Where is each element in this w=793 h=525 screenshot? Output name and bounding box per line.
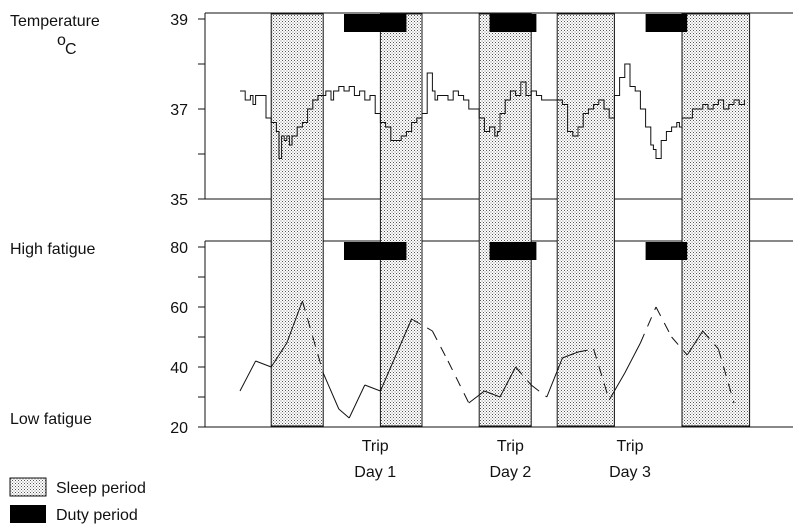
fatigue-segment: [484, 390, 501, 398]
fatigue-segment: [348, 384, 366, 419]
trip-day-label-1: Day 1: [354, 464, 396, 481]
trip-label-3: Trip: [617, 438, 644, 455]
fatigue-segment: [515, 366, 532, 386]
fatigue-segment: [593, 348, 610, 401]
sleep-periods: [270, 13, 751, 427]
trip-day-label-2: Day 2: [490, 464, 532, 481]
duty-period-bar-fatigue-1: [344, 242, 407, 260]
fatigue-panel: 20 40 60 80 High fatigue Low fatigue: [10, 240, 793, 437]
fatigue-segment: [468, 390, 485, 404]
sleep-period-bar-2: [379, 13, 423, 427]
low-fatigue-label: Low fatigue: [10, 411, 92, 428]
temp-axis-label: Temperature: [10, 13, 100, 30]
fatigue-segment: [562, 351, 579, 359]
fatigue-segment: [239, 360, 257, 392]
temp-tick-label: 35: [170, 192, 188, 209]
fatigue-series: [239, 300, 735, 419]
trip-day-labels: Trip Day 1 Trip Day 2 Trip Day 3: [354, 438, 651, 481]
sleep-period-bar-3: [478, 13, 532, 427]
duty-periods: [344, 14, 688, 260]
fatigue-segment: [270, 342, 288, 368]
sleep-period-bar-1: [270, 13, 324, 427]
trip-label-1: Trip: [362, 438, 389, 455]
fatigue-segment: [411, 318, 433, 332]
temp-tick-label: 39: [170, 12, 188, 29]
trip-label-2: Trip: [497, 438, 524, 455]
fatigue-tick-label: 80: [170, 240, 188, 257]
legend: Sleep period Duty period: [9, 477, 146, 524]
legend-duty-swatch: [10, 505, 46, 523]
fatigue-segment: [395, 318, 413, 356]
duty-period-bar-temp-3: [645, 14, 688, 32]
fatigue-segment: [447, 360, 470, 404]
temp-axis-unit: C: [65, 41, 77, 58]
trip-day-label-3: Day 3: [609, 464, 651, 481]
duty-period-bar-temp-1: [344, 14, 407, 32]
fatigue-segment: [655, 306, 673, 338]
temp-axis-unit-sup: o: [57, 32, 66, 49]
fatigue-segment: [431, 330, 449, 362]
fatigue-segment: [577, 348, 594, 353]
fatigue-segment: [499, 366, 517, 398]
fatigue-segment: [717, 348, 735, 404]
fatigue-segment: [338, 408, 350, 419]
temperature-line: [240, 63, 745, 159]
fatigue-segment: [608, 372, 626, 401]
high-fatigue-label: High fatigue: [10, 241, 95, 258]
duty-period-bar-fatigue-2: [489, 242, 537, 260]
fatigue-segment: [312, 336, 324, 374]
temperature-series: [240, 63, 745, 159]
fatigue-segment: [301, 300, 314, 338]
fatigue-segment: [639, 306, 657, 344]
duty-period-bar-fatigue-3: [645, 242, 688, 260]
fatigue-segment: [546, 357, 563, 398]
fatigue-segment: [530, 384, 548, 398]
legend-duty-label: Duty period: [56, 507, 138, 524]
fatigue-segment: [322, 372, 340, 410]
fatigue-segment: [255, 360, 272, 368]
fatigue-segment: [624, 342, 641, 374]
legend-sleep-swatch: [9, 477, 47, 497]
fatigue-tick-label: 40: [170, 360, 188, 377]
fatigue-segment: [671, 336, 688, 356]
fatigue-segment: [702, 330, 719, 350]
fatigue-tick-label: 60: [170, 300, 188, 317]
sleep-period-bar-5: [681, 13, 751, 427]
fatigue-segment: [364, 384, 381, 392]
fatigue-tick-label: 20: [170, 420, 188, 437]
fatigue-segment: [379, 354, 397, 392]
temp-tick-label: 37: [170, 102, 188, 119]
sleep-period-bar-4: [556, 13, 615, 427]
legend-sleep-label: Sleep period: [56, 480, 146, 497]
fatigue-segment: [686, 330, 704, 356]
duty-period-bar-temp-2: [489, 14, 537, 32]
fatigue-segment: [286, 300, 303, 344]
